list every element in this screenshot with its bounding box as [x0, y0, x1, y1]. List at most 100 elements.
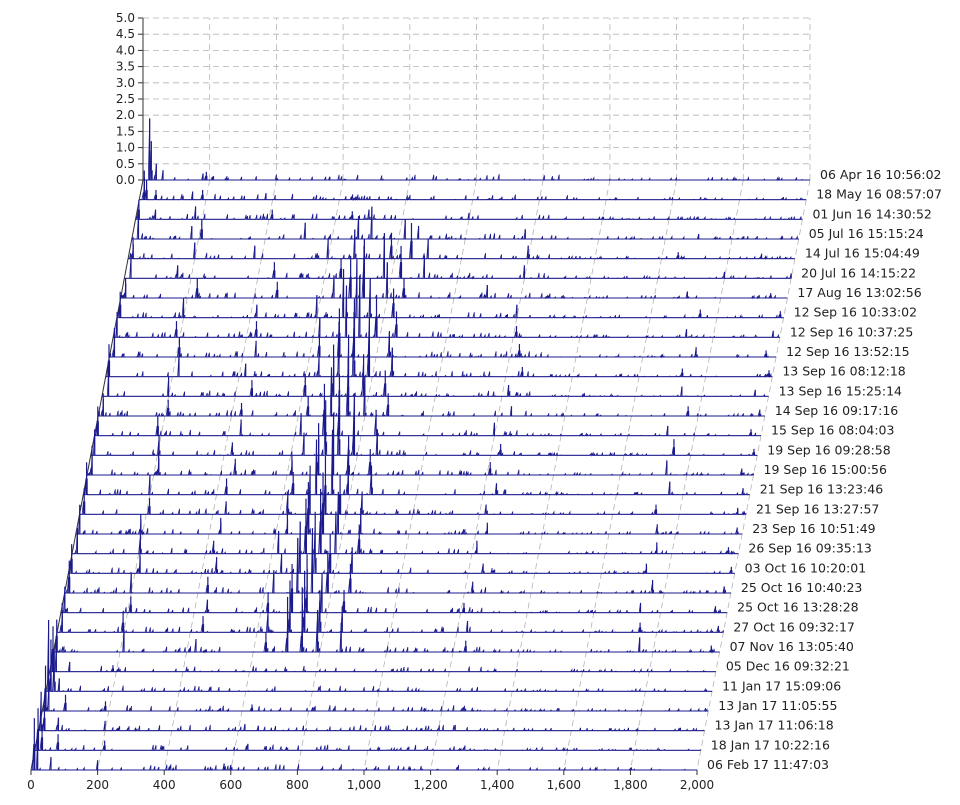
- series-line: [72, 511, 739, 556]
- series-label: 20 Jul 16 14:15:22: [801, 265, 916, 280]
- series: [38, 691, 705, 733]
- series-label: 13 Jan 17 11:06:18: [715, 718, 834, 733]
- x-tick-label: 1,800: [613, 778, 647, 792]
- series-label: 12 Sep 16 13:52:15: [786, 344, 909, 359]
- series: [31, 718, 697, 772]
- y-tick-label: 2.0: [116, 108, 135, 122]
- y-tick-label: 0.5: [116, 157, 135, 171]
- y-tick-label: 2.5: [116, 92, 135, 106]
- series-line: [124, 232, 792, 280]
- series-line: [38, 691, 705, 733]
- y-tick-label: 4.5: [116, 27, 135, 41]
- series-line: [83, 429, 750, 497]
- series-line: [97, 367, 765, 418]
- series-label: 01 Jun 16 14:30:52: [812, 206, 931, 221]
- series: [72, 488, 739, 556]
- x-tick-label: 0: [27, 778, 35, 792]
- series-label: 25 Oct 16 13:28:28: [737, 600, 859, 615]
- y-tick-label: 1.0: [116, 141, 135, 155]
- series-line: [64, 528, 731, 595]
- series-line: [101, 334, 769, 398]
- y-tick-label: 4.0: [116, 43, 135, 57]
- x-tick-label: 800: [286, 778, 309, 792]
- series: [135, 199, 803, 221]
- series-label: 05 Dec 16 09:32:21: [726, 659, 850, 674]
- series: [79, 456, 747, 516]
- series-line: [45, 620, 713, 693]
- series-line: [68, 521, 735, 575]
- series-label: 14 Sep 16 09:17:16: [775, 403, 898, 418]
- series-line: [60, 568, 728, 615]
- series-line: [116, 259, 784, 320]
- series-label: 12 Sep 16 10:33:02: [794, 305, 917, 320]
- x-tick-label: 600: [219, 778, 242, 792]
- series: [57, 570, 724, 634]
- series-label: 13 Sep 16 15:25:14: [779, 383, 902, 398]
- series-line: [49, 645, 716, 674]
- series-line: [94, 389, 761, 437]
- series-line: [31, 737, 697, 772]
- series-line: [143, 118, 810, 182]
- series: [83, 429, 750, 497]
- series-label: 06 Apr 16 10:56:02: [820, 167, 942, 182]
- series: [131, 206, 799, 241]
- series: [124, 232, 792, 280]
- series: [53, 587, 720, 654]
- series-label: 05 Jul 16 15:15:24: [809, 226, 924, 241]
- series-label: 25 Oct 16 10:40:23: [741, 580, 862, 595]
- series-label: 12 Sep 16 10:37:25: [790, 324, 913, 339]
- y-tick-label: 3.5: [116, 60, 135, 74]
- row-labels: 06 Apr 16 10:56:02 18 May 16 08:57:07 01 J…: [707, 167, 942, 772]
- x-tick-label: 1,000: [347, 778, 381, 792]
- series: [105, 311, 773, 379]
- series: [90, 390, 758, 457]
- series-label: 21 Sep 16 13:23:46: [760, 482, 883, 497]
- series: [116, 259, 784, 320]
- series-line: [131, 206, 799, 241]
- series: [101, 334, 769, 398]
- series-label: 27 Oct 16 09:32:17: [733, 619, 854, 634]
- series-label: 14 Jul 16 15:04:49: [805, 246, 920, 261]
- series-label: 03 Oct 16 10:20:01: [745, 560, 866, 575]
- x-tick-label: 200: [86, 778, 109, 792]
- series-line: [90, 406, 758, 457]
- series: [139, 170, 807, 201]
- series-label: 13 Jan 17 11:05:55: [718, 698, 837, 713]
- series-line: [86, 413, 754, 477]
- series: [143, 118, 810, 182]
- x-tick-label: 1,600: [547, 778, 581, 792]
- series-label: 15 Sep 16 08:04:03: [771, 423, 894, 438]
- series-line: [113, 275, 780, 339]
- y-tick-label: 0.0: [116, 173, 135, 187]
- series: [64, 528, 731, 595]
- series-line: [53, 603, 720, 654]
- y-tick-label: 3.0: [116, 76, 135, 90]
- series: [97, 357, 765, 418]
- series: [128, 223, 795, 261]
- series-label: 11 Jan 17 15:09:06: [722, 678, 841, 693]
- series-line: [139, 177, 807, 201]
- series-label: 18 May 16 08:57:07: [816, 187, 942, 202]
- series-label: 19 Sep 16 15:00:56: [764, 462, 887, 477]
- series-label: 06 Feb 17 11:47:03: [707, 757, 829, 772]
- series: [86, 413, 754, 477]
- x-tick-label: 400: [153, 778, 176, 792]
- series: [109, 298, 777, 359]
- y-tick-label: 5.0: [116, 11, 135, 25]
- series-line: [79, 465, 747, 516]
- series: [68, 511, 735, 575]
- y-tick-label: 1.5: [116, 124, 135, 138]
- series-line: [75, 491, 743, 536]
- series-line: [128, 229, 795, 261]
- series: [113, 275, 780, 339]
- series-label: 18 Jan 17 10:22:16: [711, 737, 830, 752]
- series: [34, 708, 702, 752]
- series-line: [105, 321, 773, 379]
- series-line: [135, 206, 803, 221]
- series-label: 17 Aug 16 13:02:56: [797, 285, 921, 300]
- series-label: 26 Sep 16 09:35:13: [748, 541, 871, 556]
- series-line: [120, 262, 788, 300]
- series-group: [31, 118, 810, 772]
- axes: 0.0 0.5 1.0 1.5 2.0 2.5 3.0 3.5 4.0 4.5 5.0 0 200 400…: [27, 11, 714, 792]
